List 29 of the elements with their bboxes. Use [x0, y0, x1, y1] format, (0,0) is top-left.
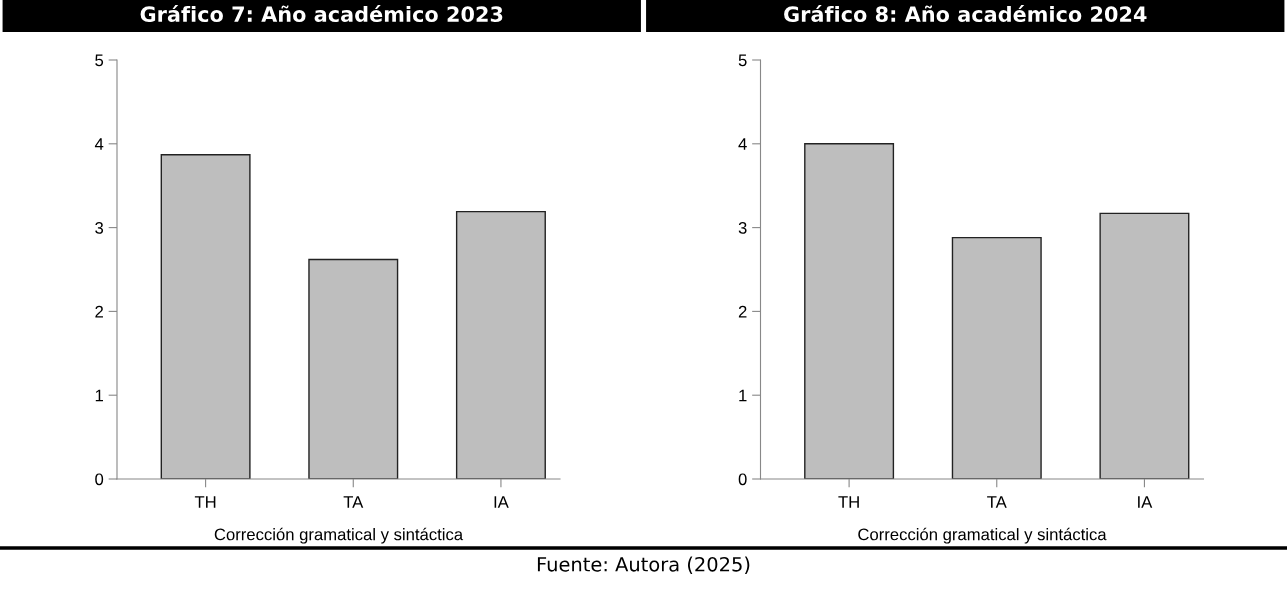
y-tick-label: 2 — [738, 305, 747, 318]
y-tick-label: 3 — [738, 222, 747, 234]
y-tick-label: 1 — [95, 389, 103, 402]
bar — [455, 210, 546, 479]
y-tick-label: 5 — [738, 54, 747, 67]
y-tick-label: 0 — [95, 473, 104, 486]
y-tick-label: 4 — [738, 138, 747, 150]
x-tick-label: IA — [494, 496, 509, 508]
source-note: Fuente: Autora (2025) — [537, 556, 750, 574]
bar — [1099, 212, 1190, 479]
chart-title: Gráfico 7: Año académico 2023 — [140, 5, 503, 23]
bar — [160, 153, 251, 479]
x-tick-label: TA — [343, 496, 364, 508]
y-tick-label: 1 — [739, 389, 747, 402]
x-axis-title: Corrección gramatical y sintáctica — [214, 527, 464, 544]
bar — [308, 258, 399, 479]
x-tick-label: TH — [194, 496, 216, 508]
y-tick-label: 0 — [738, 473, 747, 486]
x-tick-label: TH — [838, 496, 859, 508]
bar — [951, 236, 1042, 479]
y-tick-label: 4 — [94, 138, 104, 150]
chart-title: Gráfico 8: Año académico 2024 — [784, 5, 1147, 23]
x-tick-label: TA — [987, 496, 1007, 508]
y-tick-label: 2 — [95, 305, 103, 318]
x-tick-label: IA — [1138, 496, 1153, 508]
y-tick-label: 3 — [95, 222, 104, 234]
bar — [804, 143, 895, 479]
y-tick-label: 5 — [95, 54, 104, 67]
x-axis-title: Corrección gramatical y sintáctica — [858, 527, 1107, 544]
